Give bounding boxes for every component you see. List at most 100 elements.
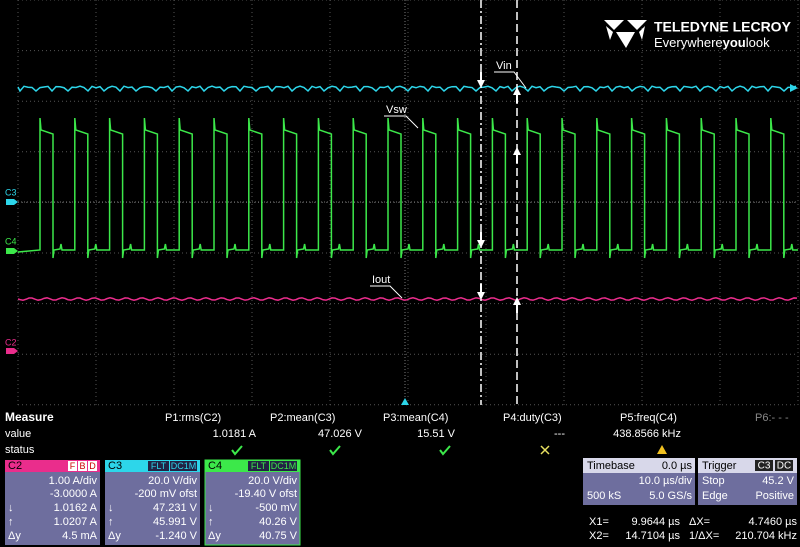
cursor-label: ↑ [208,516,214,528]
param-name: P6:- - - [755,412,789,424]
logo-brand: TELEDYNE LECROY [654,19,792,35]
param-name: P3:mean(C4) [383,412,448,424]
trigger-source: C3 [758,461,771,472]
flag-box [170,461,197,471]
offset-marker [6,348,18,354]
wave-label: Vin [496,60,512,72]
channel-box[interactable] [105,460,200,545]
cursor-value: -1.240 V [155,530,197,542]
measure-title: Measure [5,410,54,424]
cursor-value: -500 mV [255,502,297,514]
readout-label: X1= [589,516,609,528]
label-leaders [370,71,527,299]
cursor-label: ↓ [208,502,214,514]
cursor-label: Δy [208,530,221,542]
trace-c4 [17,117,798,259]
trigger-slope: Positive [755,490,794,502]
timebase-scale: 10.0 µs/div [639,475,693,487]
readout-label: 1/ΔX= [689,530,719,542]
channel-name: C3 [108,460,122,472]
wave-label: Iout [372,274,390,286]
offset-marker [6,199,18,205]
cursor-value: 47.231 V [153,502,198,514]
flag: D [89,461,96,471]
trigger-type: Edge [702,490,728,502]
param-value: 438.8566 kHz [613,428,681,440]
param-value: 15.51 V [417,428,456,440]
readout-value: 14.7104 µs [625,530,680,542]
channel-offset: -19.40 V ofst [235,488,297,500]
trigger-title: Trigger [702,460,737,472]
readout-value: 9.9644 µs [631,516,680,528]
param-value: --- [554,428,565,440]
wave-label: Vsw [386,104,407,116]
cursor-label: ↑ [8,516,14,528]
tagline-part: you [723,35,746,50]
cursor-label: Δy [8,530,21,542]
cursor-value: 4.5 mA [62,530,98,542]
trace-c3 [17,85,797,93]
channel-offset: -3.0000 A [50,488,98,500]
flag: F [70,461,76,471]
trigger-src-box [755,460,773,471]
status-ok [231,445,243,456]
param-name: P5:freq(C4) [620,412,677,424]
param-name: P1:rms(C2) [165,412,221,424]
logo-tagline: Everywhereyoulook [654,35,770,50]
flag-box [248,461,269,471]
timebase-rate: 5.0 GS/s [649,490,692,502]
channel-box[interactable] [204,459,301,546]
param-name: P2:mean(C3) [270,412,335,424]
param-value: 47.026 V [318,428,363,440]
trigger-coupling: DC [777,461,791,472]
param-name: P4:duty(C3) [503,412,562,424]
readout-label: X2= [589,530,609,542]
panel: P1:rms(C2) 1.0181 A P2:mean(C3) 47.026 V P3:… [5,412,797,546]
channel-marker: C4 [5,236,17,246]
trigger-mode: Stop [702,475,725,487]
logo-icon [604,20,647,48]
cursor-value: 1.0162 A [54,502,98,514]
trigger-cpl-box [775,460,793,471]
cursor-arrows [477,72,521,313]
channel-marker: C2 [5,337,17,347]
graticule [17,0,799,406]
waveforms [17,85,798,301]
channel-scale: 1.00 A/div [49,475,98,487]
flag-box [68,461,77,471]
readout-label: ΔX= [689,516,710,528]
timebase-delay: 0.0 µs [662,460,693,472]
status-warning [657,445,667,454]
channel-box[interactable] [5,460,100,545]
readout-value: 4.7460 µs [748,516,797,528]
channel-offset: -200 mV ofst [135,488,197,500]
param-value: 1.0181 A [213,428,257,440]
trigger-level-marker [790,84,798,92]
offset-marker [6,248,18,254]
flag-box [148,461,169,471]
timebase-title: Timebase [587,460,635,472]
cursor-value: 1.0207 A [54,516,98,528]
tagline-part: Everywhere [654,35,723,50]
timebase-header [583,458,695,473]
flag-box [88,461,97,471]
readout-value: 210.704 kHz [735,530,797,542]
flag: FLT [251,461,267,471]
flag-box [270,461,297,471]
status-ok [439,445,451,456]
flag: B [79,461,85,471]
cursor-label: Δy [108,530,121,542]
flag: DC1M [171,461,197,471]
channel-scale: 20.0 V/div [148,475,197,487]
status-ok [329,445,341,456]
status-na [540,445,550,455]
flag: DC1M [271,461,297,471]
channel-name: C2 [8,460,22,472]
cursor-value: 45.991 V [153,516,198,528]
flag-box [78,461,87,471]
trigger-position-marker [401,398,409,405]
cursor-label: ↓ [8,502,14,514]
row-label: value [5,428,31,440]
